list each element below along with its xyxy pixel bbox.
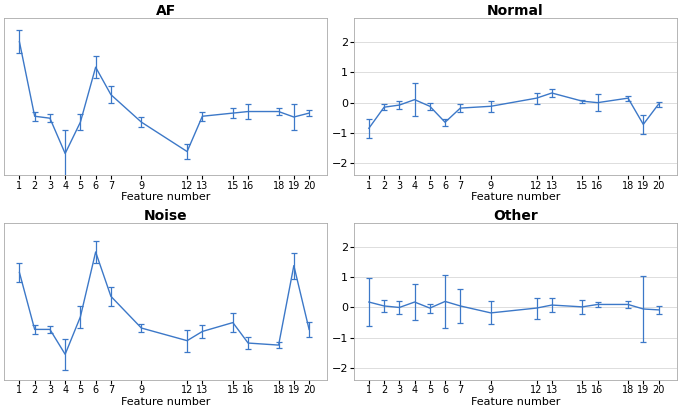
Title: Noise: Noise: [144, 209, 187, 223]
X-axis label: Feature number: Feature number: [471, 192, 560, 202]
Title: Other: Other: [493, 209, 537, 223]
Title: AF: AF: [156, 4, 176, 18]
X-axis label: Feature number: Feature number: [121, 397, 210, 407]
Title: Normal: Normal: [487, 4, 543, 18]
X-axis label: Feature number: Feature number: [121, 192, 210, 202]
X-axis label: Feature number: Feature number: [471, 397, 560, 407]
